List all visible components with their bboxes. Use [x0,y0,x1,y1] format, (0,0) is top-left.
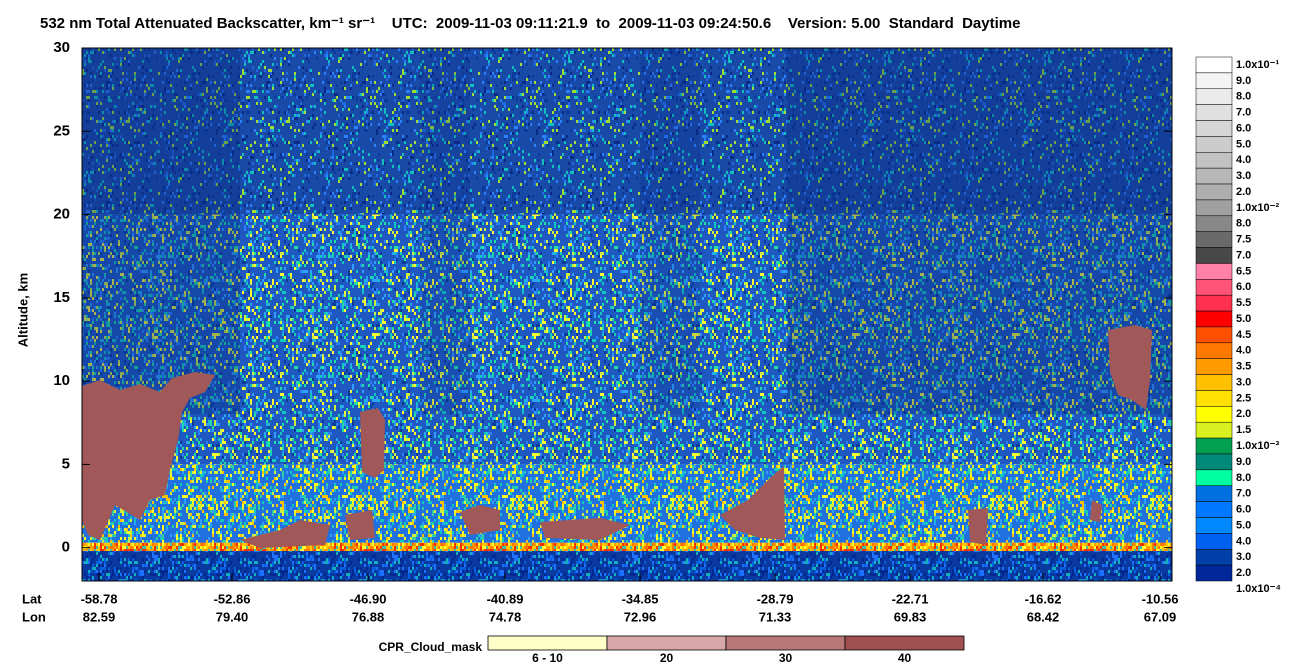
chart: 532 nm Total Attenuated Backscatter, km⁻… [0,0,1300,667]
